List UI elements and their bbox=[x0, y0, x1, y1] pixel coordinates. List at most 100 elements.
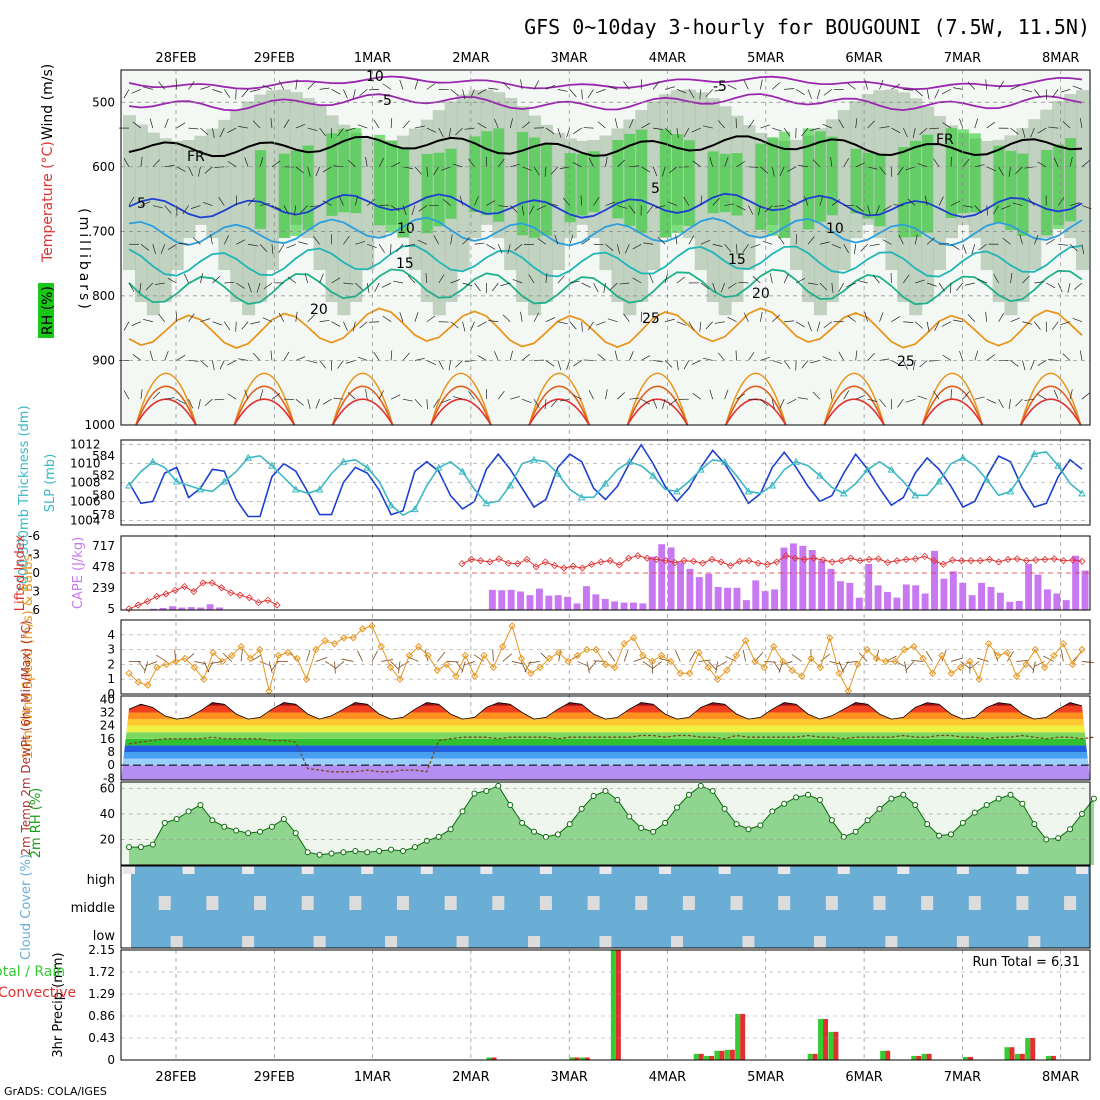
cape-bar bbox=[949, 571, 957, 610]
thickness-point bbox=[768, 481, 777, 489]
wind-barb bbox=[941, 89, 952, 95]
thickness-point bbox=[792, 457, 800, 465]
wind-barb bbox=[736, 393, 746, 400]
wind-barb bbox=[545, 360, 555, 367]
wind10m-point bbox=[573, 651, 582, 660]
wind10m-point bbox=[172, 657, 180, 666]
cloud-axis-label: Cloud Cover (%) bbox=[19, 854, 34, 960]
wind-barb bbox=[200, 127, 209, 136]
wind-barb bbox=[843, 157, 850, 167]
wind10m-barb bbox=[829, 661, 842, 665]
wind-barb bbox=[399, 312, 404, 322]
wind-barb bbox=[605, 389, 608, 400]
isotherm-label: 20 bbox=[310, 302, 328, 318]
rh-shade-high bbox=[767, 137, 779, 236]
wind-barb bbox=[390, 350, 393, 361]
wind10m-barb bbox=[1006, 651, 1014, 662]
cape-bar bbox=[611, 601, 619, 610]
wind10m-point bbox=[629, 634, 638, 642]
rh-point bbox=[209, 817, 216, 824]
wind-barb bbox=[486, 243, 496, 250]
cloud-clear-cell bbox=[1028, 936, 1041, 948]
wind-barb bbox=[830, 389, 833, 400]
wind-barb bbox=[617, 159, 625, 168]
wind-barb bbox=[123, 321, 130, 331]
wind-barb bbox=[200, 85, 211, 90]
rh-point bbox=[471, 790, 478, 797]
wind-barb bbox=[176, 398, 186, 405]
wind10m-point bbox=[349, 634, 357, 642]
precip-tick: 0.86 bbox=[88, 1009, 115, 1023]
rh-point bbox=[364, 849, 371, 856]
wind-barb bbox=[390, 394, 401, 400]
wind10m-barb bbox=[876, 649, 879, 662]
thickness-point bbox=[744, 487, 753, 495]
wind-barb bbox=[488, 87, 499, 90]
cloud-clear-cell bbox=[885, 936, 898, 948]
rh-tick: 40 bbox=[100, 807, 115, 821]
wind-barb bbox=[369, 321, 380, 323]
wind-barb bbox=[1048, 126, 1059, 129]
wind10m-point bbox=[713, 675, 722, 683]
wind-barb bbox=[801, 360, 809, 369]
rh-point bbox=[602, 787, 609, 794]
cloud-clear-cell bbox=[897, 866, 910, 874]
wind-barb bbox=[1022, 360, 1026, 371]
wind-barb bbox=[529, 205, 535, 215]
wind-barb bbox=[760, 166, 769, 174]
cape-bar bbox=[573, 603, 581, 610]
precip-convective-bar bbox=[823, 1019, 829, 1060]
wind-barb bbox=[510, 396, 520, 400]
cape-bar bbox=[780, 547, 788, 610]
date-label-bottom: 2MAR bbox=[452, 1070, 489, 1085]
rh-shade-high bbox=[1005, 150, 1017, 231]
cloud-clear-cell bbox=[599, 936, 612, 948]
wind-barb bbox=[509, 350, 513, 361]
wind-barb bbox=[441, 166, 451, 171]
rh-point bbox=[828, 817, 835, 824]
rh-side-label: RH (%) bbox=[40, 286, 56, 335]
wind-barb bbox=[402, 120, 410, 129]
thickness-point bbox=[887, 465, 896, 473]
precip-run-total: Run Total = 6.31 bbox=[972, 955, 1080, 970]
wind-barb bbox=[198, 166, 201, 177]
wind-barb bbox=[717, 352, 725, 361]
li-point bbox=[486, 558, 494, 566]
isotherm-20 bbox=[128, 268, 1083, 306]
wind-barb bbox=[502, 314, 511, 322]
wind10m-point bbox=[237, 642, 245, 651]
wind-barb bbox=[200, 273, 203, 284]
date-label-bottom: 7MAR bbox=[944, 1070, 981, 1085]
wind-barb bbox=[700, 239, 711, 245]
wind-barb bbox=[557, 127, 562, 138]
wind-barb bbox=[521, 121, 531, 129]
wind-barb bbox=[417, 239, 427, 245]
isotherm-label: 5 bbox=[137, 196, 146, 212]
wind-barb bbox=[366, 282, 370, 293]
wind-barb bbox=[743, 312, 749, 322]
wind-barb bbox=[1081, 160, 1090, 168]
surface-isotherm-loop bbox=[331, 398, 394, 426]
li-tick: 0 bbox=[32, 566, 40, 580]
wind-barb bbox=[864, 79, 868, 90]
wind-barb bbox=[902, 127, 908, 138]
wind-barb bbox=[259, 157, 264, 167]
rh-shade-high bbox=[922, 134, 934, 233]
wind-barb bbox=[131, 89, 142, 94]
temp-line bbox=[128, 702, 1083, 720]
wind-barb bbox=[236, 239, 246, 245]
cape-tick: 5 bbox=[107, 602, 115, 616]
wind-barb bbox=[593, 243, 604, 246]
wind-barb bbox=[509, 118, 513, 129]
rh-shade-high bbox=[993, 145, 1005, 223]
wind-barb bbox=[287, 276, 296, 284]
wind-barb bbox=[450, 234, 453, 245]
wind-barb bbox=[309, 205, 320, 208]
wind-barb bbox=[724, 157, 729, 167]
wind-barb bbox=[399, 79, 404, 90]
rh-shade-high bbox=[612, 139, 624, 219]
slp-line bbox=[128, 443, 1083, 518]
wind-barb bbox=[283, 119, 290, 129]
rh-shade-mid bbox=[837, 109, 851, 271]
rh-shade-high bbox=[945, 128, 957, 219]
